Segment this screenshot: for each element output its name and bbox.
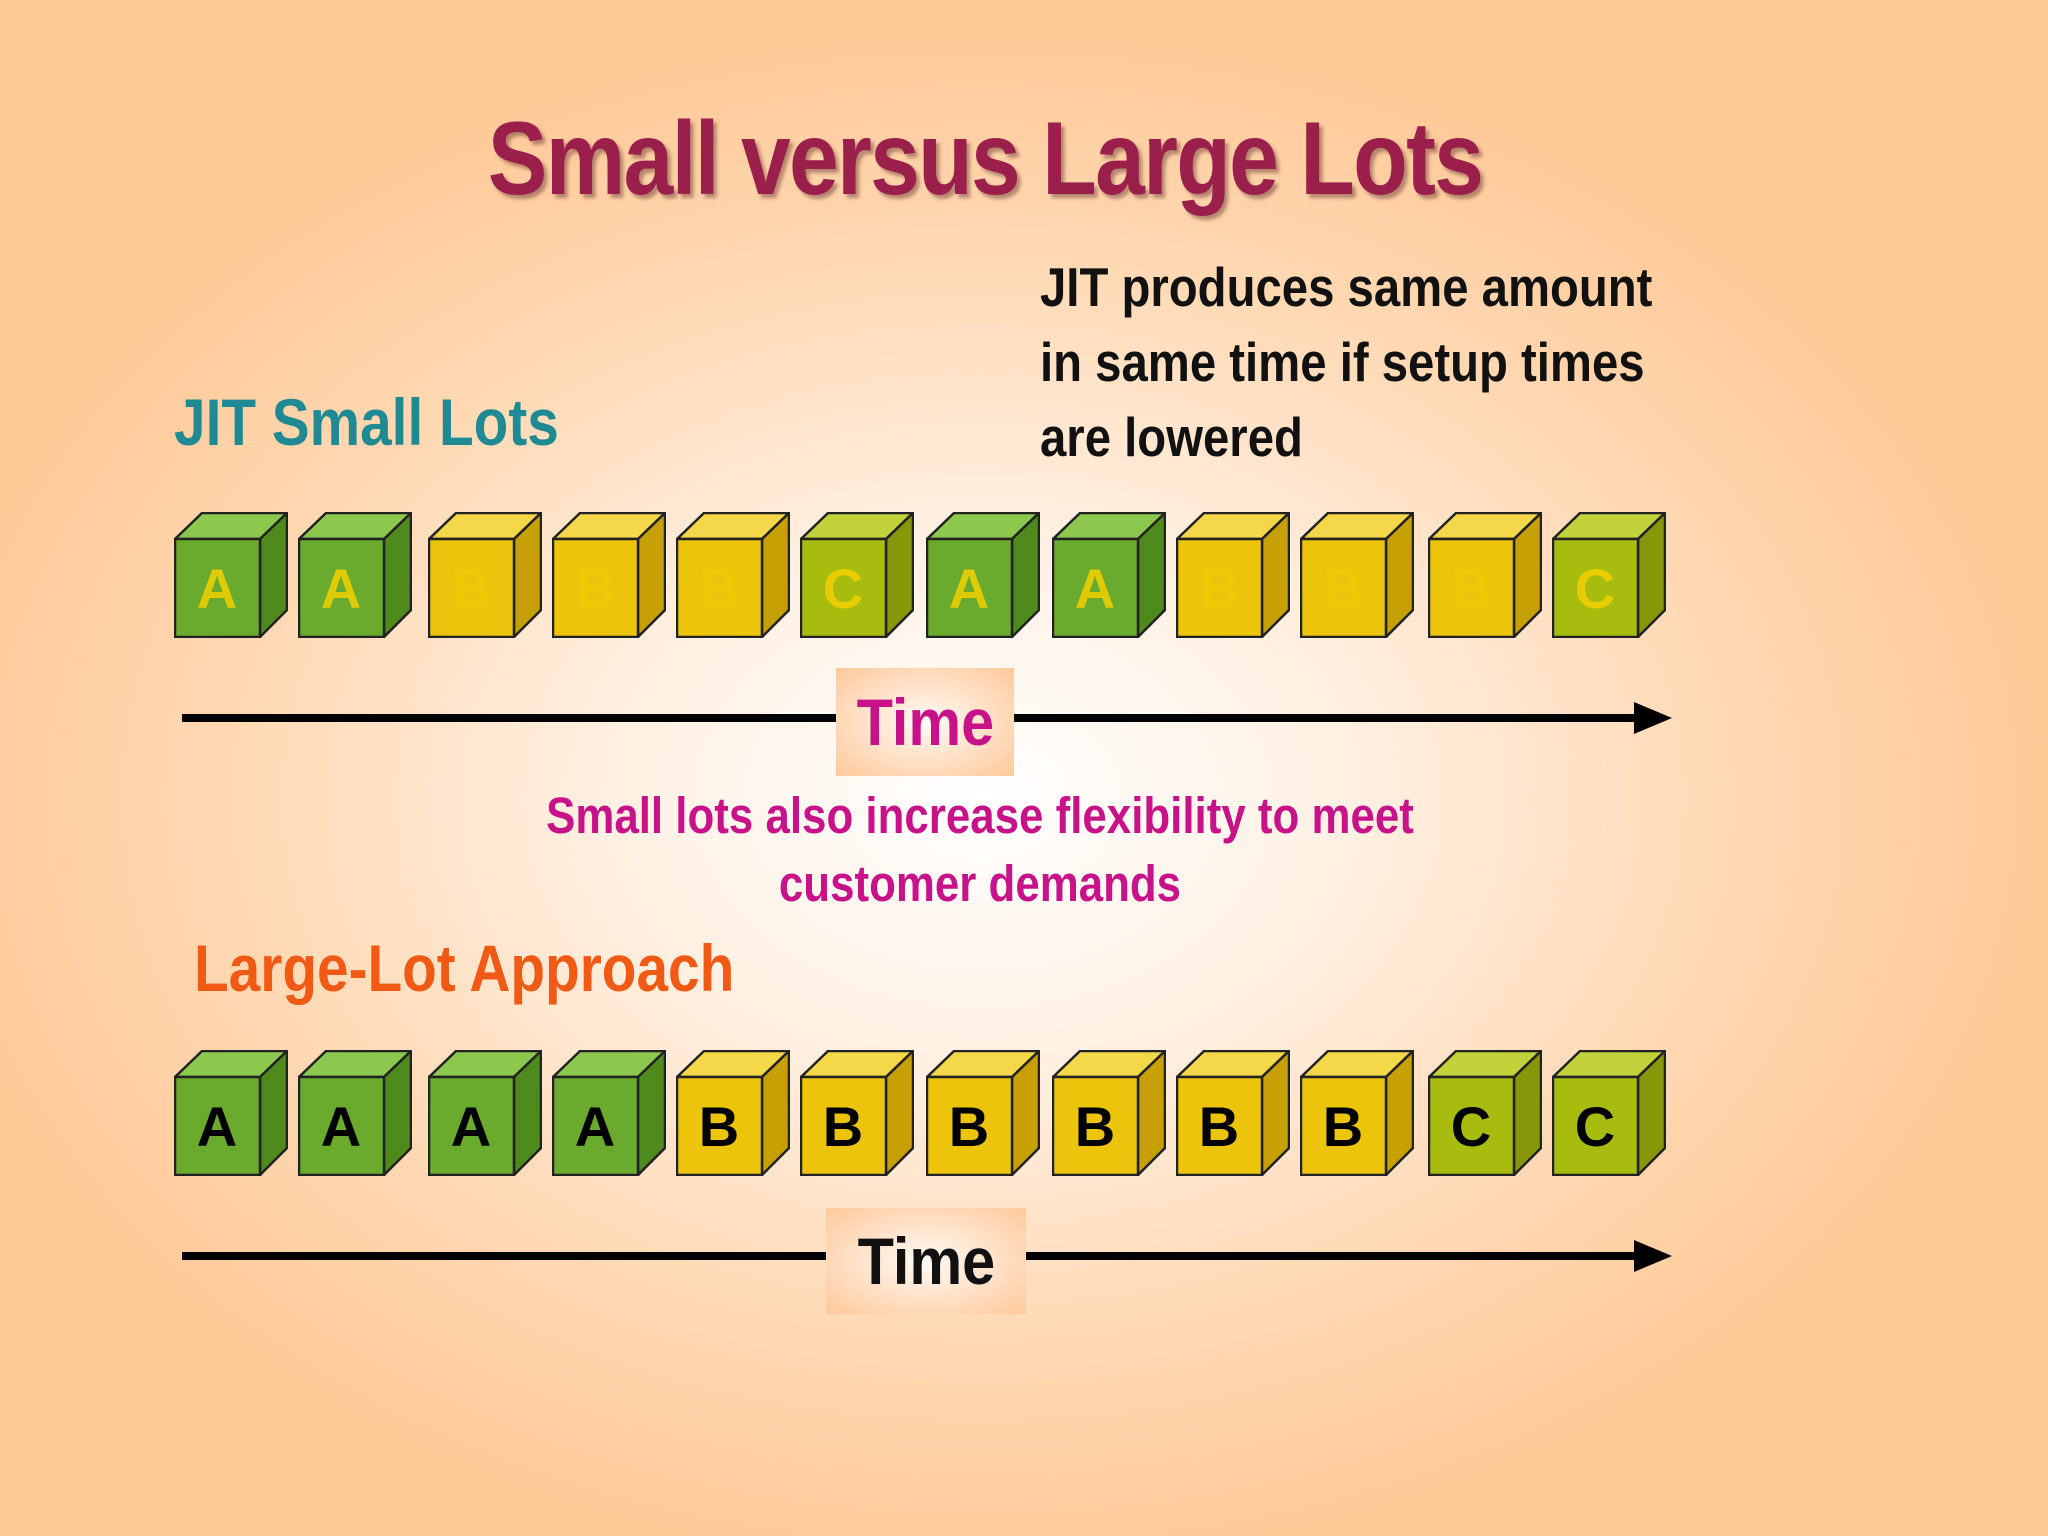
cube-shape bbox=[552, 1050, 666, 1176]
cube-letter: C bbox=[1574, 557, 1616, 620]
cube-shape bbox=[1176, 512, 1290, 638]
jit-cube-a: A bbox=[1052, 512, 1166, 638]
jit-cube-a: A bbox=[298, 512, 412, 638]
cube-letter: C bbox=[1574, 1095, 1616, 1158]
cube-letter: A bbox=[320, 1095, 362, 1158]
cube-shape bbox=[174, 512, 288, 638]
jit-note-line: in same time if setup times bbox=[1040, 331, 1645, 393]
cube-shape bbox=[1052, 512, 1166, 638]
flexibility-note-line: Small lots also increase flexibility to … bbox=[546, 787, 1414, 844]
cube-letter: B bbox=[450, 557, 492, 620]
large-lot-cube-b: B bbox=[1176, 1050, 1290, 1176]
cube-letter: A bbox=[574, 1095, 616, 1158]
cube-letter: B bbox=[1450, 557, 1492, 620]
cube-letter: C bbox=[1450, 1095, 1492, 1158]
large-lot-cube-c: C bbox=[1552, 1050, 1666, 1176]
cube-letter: A bbox=[320, 557, 362, 620]
cube-letter: A bbox=[196, 1095, 238, 1158]
cube-shape bbox=[676, 512, 790, 638]
cube-letter: B bbox=[698, 1095, 740, 1158]
flexibility-note: Small lots also increase flexibility to … bbox=[507, 782, 1453, 918]
jit-cube-a: A bbox=[174, 512, 288, 638]
jit-cube-b: B bbox=[552, 512, 666, 638]
cube-shape bbox=[1552, 512, 1666, 638]
cube-shape bbox=[1428, 512, 1542, 638]
cube-letter: A bbox=[948, 557, 990, 620]
large-lot-cube-b: B bbox=[926, 1050, 1040, 1176]
large-lot-cube-b: B bbox=[1052, 1050, 1166, 1176]
large-lot-approach-label: Large-Lot Approach bbox=[194, 931, 735, 1005]
cube-shape bbox=[1176, 1050, 1290, 1176]
jit-note: JIT produces same amount in same time if… bbox=[1040, 250, 1652, 475]
large-lot-cube-c: C bbox=[1428, 1050, 1542, 1176]
jit-cube-a: A bbox=[926, 512, 1040, 638]
cube-letter: B bbox=[1322, 557, 1364, 620]
jit-cube-c: C bbox=[800, 512, 914, 638]
cube-letter: A bbox=[450, 1095, 492, 1158]
large-lot-cube-a: A bbox=[298, 1050, 412, 1176]
large-lot-cube-a: A bbox=[552, 1050, 666, 1176]
large-lot-cube-b: B bbox=[676, 1050, 790, 1176]
cube-letter: B bbox=[1074, 1095, 1116, 1158]
cube-letter: C bbox=[822, 557, 864, 620]
cube-letter: B bbox=[948, 1095, 990, 1158]
cube-letter: B bbox=[1198, 557, 1240, 620]
cube-letter: A bbox=[196, 557, 238, 620]
slide-title: Small versus Large Lots bbox=[487, 101, 1484, 217]
jit-note-line: are lowered bbox=[1040, 406, 1303, 468]
jit-note-line: JIT produces same amount bbox=[1040, 256, 1653, 318]
large-lot-time-label-box: Time bbox=[826, 1208, 1026, 1314]
large-lot-time-label: Time bbox=[857, 1224, 995, 1298]
cube-letter: B bbox=[1198, 1095, 1240, 1158]
large-lot-cube-b: B bbox=[1300, 1050, 1414, 1176]
cube-shape bbox=[1428, 1050, 1542, 1176]
jit-cube-b: B bbox=[1176, 512, 1290, 638]
jit-cube-b: B bbox=[428, 512, 542, 638]
cube-letter: B bbox=[822, 1095, 864, 1158]
cube-shape bbox=[926, 512, 1040, 638]
jit-time-label: Time bbox=[856, 685, 994, 759]
cube-shape bbox=[1052, 1050, 1166, 1176]
cube-shape bbox=[1300, 512, 1414, 638]
cube-shape bbox=[926, 1050, 1040, 1176]
cube-shape bbox=[298, 1050, 412, 1176]
cube-shape bbox=[428, 1050, 542, 1176]
large-lot-cube-b: B bbox=[800, 1050, 914, 1176]
cube-letter: B bbox=[574, 557, 616, 620]
cube-letter: B bbox=[1322, 1095, 1364, 1158]
cube-shape bbox=[428, 512, 542, 638]
cube-shape bbox=[298, 512, 412, 638]
cube-letter: B bbox=[698, 557, 740, 620]
cube-shape bbox=[676, 1050, 790, 1176]
cube-shape bbox=[174, 1050, 288, 1176]
cube-shape bbox=[800, 512, 914, 638]
cube-shape bbox=[552, 512, 666, 638]
cube-shape bbox=[800, 1050, 914, 1176]
large-lot-cube-a: A bbox=[428, 1050, 542, 1176]
cube-letter: A bbox=[1074, 557, 1116, 620]
cube-shape bbox=[1300, 1050, 1414, 1176]
jit-cube-b: B bbox=[1300, 512, 1414, 638]
large-lot-cube-a: A bbox=[174, 1050, 288, 1176]
jit-cube-c: C bbox=[1552, 512, 1666, 638]
jit-time-label-box: Time bbox=[836, 668, 1014, 776]
jit-cube-b: B bbox=[1428, 512, 1542, 638]
cube-shape bbox=[1552, 1050, 1666, 1176]
jit-small-lots-label: JIT Small Lots bbox=[174, 385, 559, 459]
jit-cube-b: B bbox=[676, 512, 790, 638]
flexibility-note-line: customer demands bbox=[778, 855, 1182, 912]
